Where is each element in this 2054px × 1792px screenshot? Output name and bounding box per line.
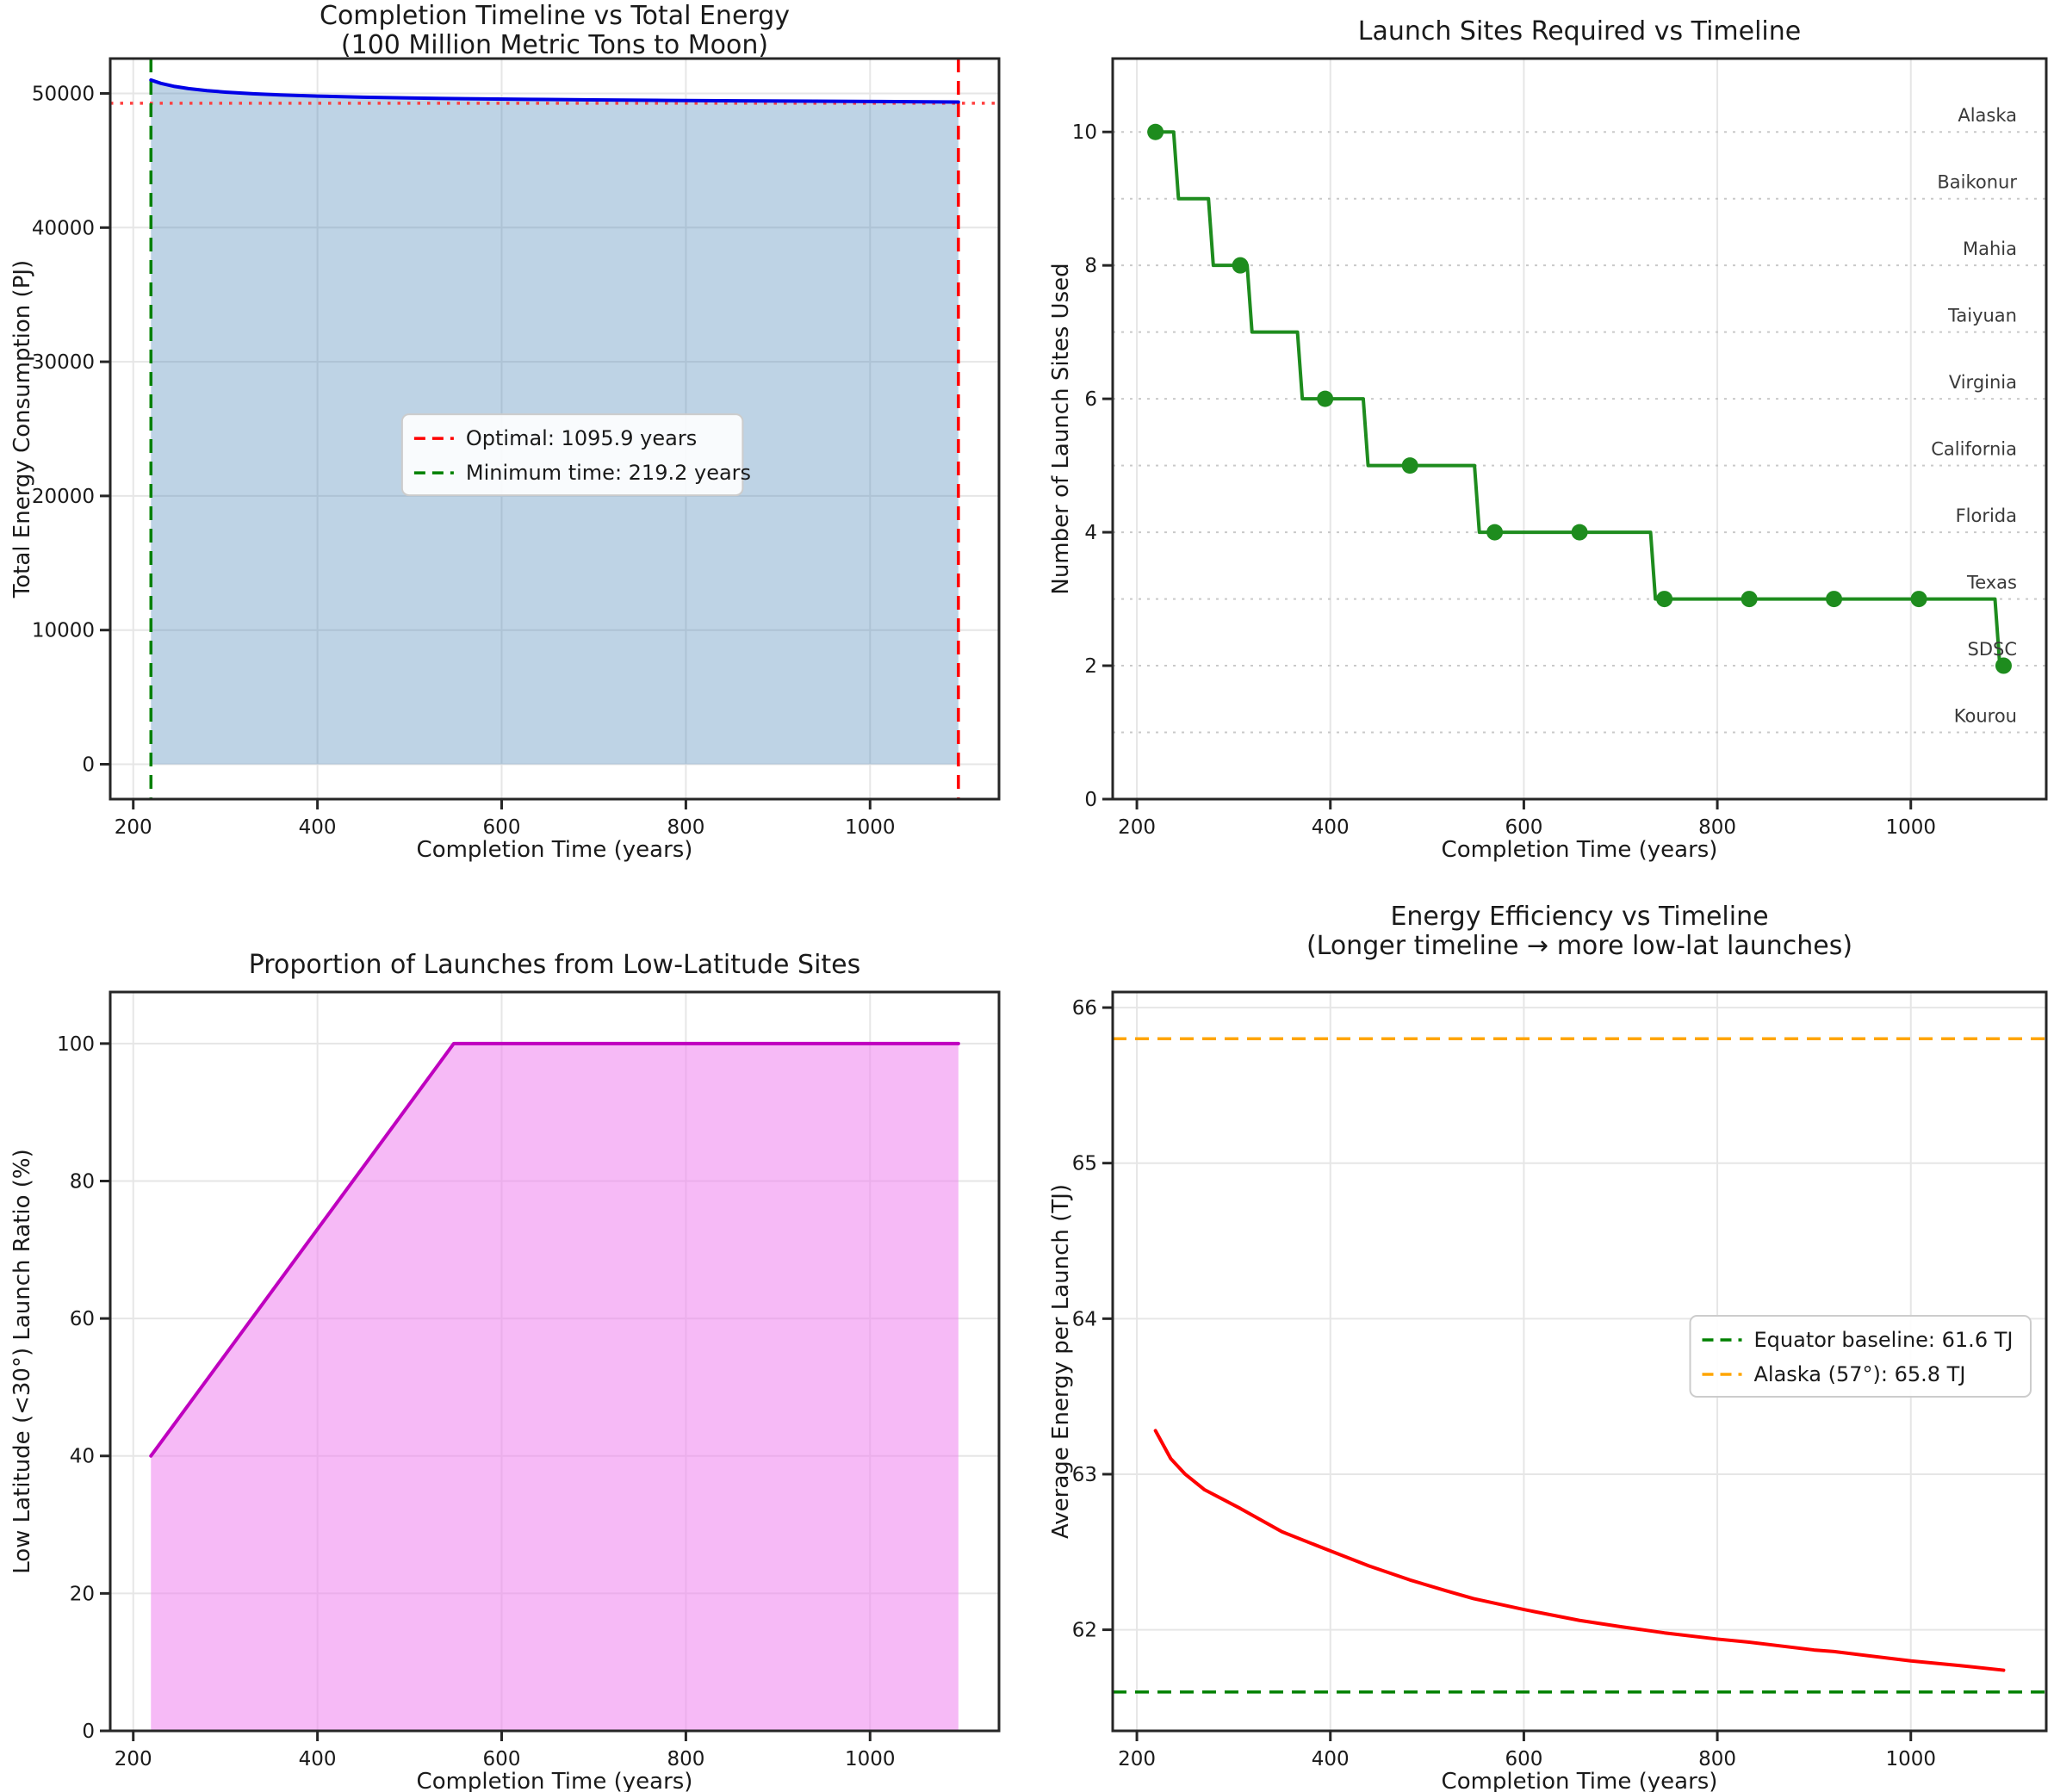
svg-text:200: 200 (1118, 1748, 1156, 1770)
series-line (149, 1041, 960, 1458)
svg-text:200: 200 (115, 1748, 152, 1770)
site-label-mahia: Mahia (1963, 239, 2017, 259)
svg-text:66: 66 (1072, 997, 1097, 1020)
svg-text:10: 10 (1072, 121, 1097, 144)
svg-text:600: 600 (1505, 816, 1542, 839)
plot-canvas-total-energy: 200 400 600 800 1000010000200003000040000500… (32, 57, 1001, 839)
svg-text:6: 6 (1084, 388, 1097, 411)
svg-text:40: 40 (70, 1446, 95, 1468)
grid (1113, 59, 2046, 799)
chart-energy-efficiency: Energy Efficiency vs Timeline (Longer ti… (1027, 896, 2054, 1792)
chart-total-energy-vs-timeline: Completion Timeline vs Total Energy (100… (0, 0, 1027, 896)
svg-text:1000: 1000 (1885, 1748, 1936, 1770)
svg-text:20: 20 (70, 1583, 95, 1605)
site-labels: Alaska Baikonur Mahia Taiyuan Virginia Califo… (1931, 105, 2017, 726)
x-axis-label: Completion Time (years) (416, 837, 693, 863)
chart-title: Energy Efficiency vs Timeline (1390, 902, 1769, 932)
area-fill (151, 1043, 959, 1731)
site-label-california: California (1931, 439, 2017, 460)
svg-text:400: 400 (1312, 1748, 1350, 1770)
chart-subtitle: (Longer timeline → more low-lat launches… (1306, 931, 1853, 961)
svg-text:65: 65 (1072, 1153, 1097, 1175)
legend: Optimal: 1095.9 years Minimum time: 219.2… (400, 413, 751, 497)
svg-text:50000: 50000 (32, 84, 95, 106)
svg-text:60: 60 (70, 1308, 95, 1330)
svg-text:800: 800 (667, 816, 704, 839)
svg-text:600: 600 (483, 816, 521, 839)
svg-text:62: 62 (1072, 1620, 1097, 1642)
chart-title: Launch Sites Required vs Timeline (1357, 16, 1802, 47)
svg-text:400: 400 (1312, 816, 1350, 839)
svg-text:1000: 1000 (1885, 816, 1936, 839)
svg-text:4: 4 (1084, 522, 1097, 544)
svg-text:2: 2 (1084, 655, 1097, 678)
svg-text:200: 200 (1118, 816, 1156, 839)
legend-label: Minimum time: 219.2 years (466, 461, 751, 485)
site-label-kourou: Kourou (1954, 706, 2017, 727)
svg-text:0: 0 (82, 753, 95, 776)
svg-text:0: 0 (82, 1721, 95, 1743)
legend-label: Optimal: 1095.9 years (466, 426, 697, 450)
axis-ticks: 200 400 600 800 1000 0 2 4 6 8 10 (1072, 121, 1936, 839)
series-line (149, 78, 960, 104)
svg-text:20000: 20000 (32, 486, 95, 508)
plot-spines (1111, 57, 2048, 801)
svg-text:400: 400 (299, 816, 337, 839)
svg-text:800: 800 (1698, 1748, 1736, 1770)
svg-text:40000: 40000 (32, 217, 95, 239)
legend-label: Alaska (57°): 65.8 TJ (1754, 1362, 1966, 1386)
chart-launch-sites-vs-timeline: Launch Sites Required vs Timeline Comple… (1027, 0, 2054, 896)
plot-canvas-launch-sites: Alaska Baikonur Mahia Taiyuan Virginia Califo… (1072, 57, 2048, 839)
axis-ticks: 200 400 600 800 1000 0 20 40 60 80 100 (57, 1033, 895, 1770)
site-label-baikonur: Baikonur (1937, 172, 2017, 193)
svg-text:1000: 1000 (845, 1748, 896, 1770)
svg-text:200: 200 (115, 816, 152, 839)
svg-text:8: 8 (1084, 255, 1097, 277)
chart-subtitle: (100 Million Metric Tons to Moon) (340, 30, 769, 60)
svg-text:100: 100 (57, 1033, 95, 1056)
svg-text:800: 800 (1698, 816, 1736, 839)
legend-label: Equator baseline: 61.6 TJ (1754, 1328, 2014, 1352)
svg-text:64: 64 (1072, 1308, 1097, 1330)
site-label-virginia: Virginia (1949, 372, 2017, 393)
plot-spines (1111, 990, 2048, 1733)
x-axis-label: Completion Time (years) (1441, 1769, 1718, 1792)
site-label-alaska: Alaska (1958, 105, 2017, 126)
svg-text:800: 800 (667, 1748, 704, 1770)
chart-title: Proportion of Launches from Low-Latitude… (248, 950, 861, 980)
site-label-texas: Texas (1966, 573, 2017, 593)
svg-text:10000: 10000 (32, 620, 95, 642)
site-label-florida: Florida (1956, 505, 2017, 526)
series-markers (1147, 123, 2012, 674)
svg-text:63: 63 (1072, 1464, 1097, 1486)
chart-title: Completion Timeline vs Total Energy (319, 1, 791, 31)
x-axis-label: Completion Time (years) (416, 1769, 693, 1792)
legend: Equator baseline: 61.6 TJ Alaska (57°): 6… (1689, 1314, 2032, 1398)
series-line (1153, 1429, 2006, 1672)
svg-text:600: 600 (483, 1748, 521, 1770)
svg-text:400: 400 (299, 1748, 337, 1770)
grid (1113, 992, 2046, 1731)
x-axis-label: Completion Time (years) (1441, 837, 1718, 863)
svg-text:80: 80 (70, 1170, 95, 1193)
site-label-taiyuan: Taiyuan (1947, 306, 2017, 326)
site-label-sdsc: SDSC (1968, 639, 2018, 660)
plot-spines (109, 990, 1001, 1733)
svg-text:0: 0 (1084, 789, 1097, 811)
axis-ticks: 200 400 600 800 1000010000200003000040000500… (32, 84, 896, 839)
svg-text:600: 600 (1505, 1748, 1542, 1770)
plot-canvas-energy-efficiency: 200 400 600 800 1000 62 63 64 65 66 Equator baseli… (1072, 990, 2048, 1770)
plot-canvas-low-latitude: 200 400 600 800 1000 0 20 40 60 80 100 (57, 990, 1001, 1770)
svg-text:30000: 30000 (32, 351, 95, 374)
plot-spines (109, 57, 1001, 801)
chart-low-latitude-ratio: Proportion of Launches from Low-Latitude… (0, 896, 1027, 1792)
svg-text:1000: 1000 (845, 816, 896, 839)
axis-ticks: 200 400 600 800 1000 62 63 64 65 66 (1072, 997, 1936, 1770)
